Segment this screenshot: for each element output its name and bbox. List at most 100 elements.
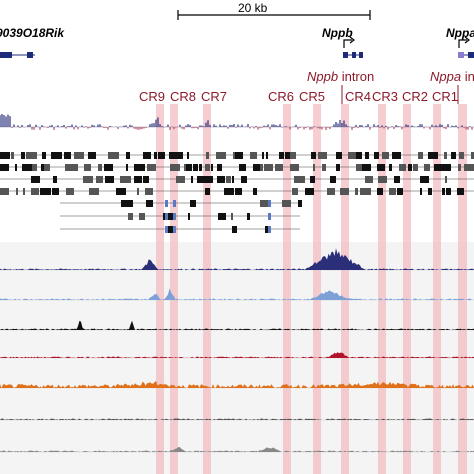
alignment-block (193, 164, 198, 171)
alignment-block (134, 176, 142, 183)
alignment-block (165, 226, 168, 233)
gene-label-9039o18rik: 9039O18Rik (0, 26, 65, 40)
alignment-block (186, 164, 192, 171)
signal-area (0, 248, 474, 270)
alignment-block (41, 164, 44, 171)
alignment-block (158, 152, 165, 159)
alignment-block (458, 164, 461, 171)
alignment-block (362, 164, 371, 171)
alignment-block (75, 164, 78, 171)
alignment-block (40, 188, 51, 195)
alignment-block (177, 152, 183, 159)
highlight-column (170, 104, 178, 474)
alignment-block (377, 164, 385, 171)
alignment-block (266, 152, 268, 159)
alignment-block (282, 200, 291, 207)
alignment-block (232, 226, 237, 233)
alignment-block (64, 152, 71, 159)
alignment-block (374, 152, 379, 159)
alignment-block (424, 164, 430, 171)
alignment-block (199, 164, 202, 171)
alignment-block (360, 188, 371, 195)
alignment-block (165, 200, 168, 207)
signal-track (0, 248, 474, 271)
alignment-block (88, 152, 96, 159)
alignment-block (413, 164, 418, 171)
alignment-block (31, 176, 40, 183)
alignment-block (232, 176, 234, 183)
alignment-block (268, 200, 271, 207)
alignment-row (0, 188, 474, 195)
alignment-block (260, 164, 263, 171)
alignment-block (294, 176, 305, 183)
alignment-block (154, 152, 157, 159)
alignment-block (15, 164, 17, 171)
alignment-block (126, 152, 130, 159)
alignment-block (0, 164, 9, 171)
alignment-block (66, 188, 74, 195)
highlight-column (203, 104, 211, 474)
nppb-intron-suffix: intron (342, 69, 375, 84)
alignment-block (116, 188, 126, 195)
alignment-block (397, 188, 403, 195)
alignment-block (126, 164, 128, 171)
alignment-block (310, 176, 315, 183)
alignment-block (120, 176, 131, 183)
alignment-block (318, 152, 327, 159)
alignment-block (444, 164, 451, 171)
alignment-block (365, 152, 369, 159)
signal-track (0, 418, 474, 421)
alignment-block (16, 188, 18, 195)
alignment-block (330, 176, 336, 183)
alignment-block (211, 164, 213, 171)
alignment-block (262, 152, 264, 159)
region-label-cr5: CR5 (299, 89, 325, 104)
nppa-intron-label: Nppa in (430, 69, 474, 84)
alignment-block (53, 176, 57, 183)
alignment-block (147, 164, 156, 171)
alignment-block (224, 188, 234, 195)
alignment-block (428, 188, 432, 195)
alignment-block (340, 188, 349, 195)
scale-bar: 20 kb (177, 1, 371, 20)
alignment-block (187, 152, 189, 159)
alignment-block (444, 152, 447, 159)
alignment-row (60, 213, 300, 220)
alignment-block (408, 164, 412, 171)
signal-track (0, 320, 474, 331)
alignment-block (134, 164, 145, 171)
alignment-row (0, 152, 474, 159)
alignment-block (434, 164, 444, 171)
alignment-block (145, 188, 153, 195)
signal-track (0, 380, 474, 389)
alignment-block (52, 188, 59, 195)
alignment-row (0, 176, 474, 183)
alignment-tracks (0, 152, 474, 233)
alignment-block (108, 152, 119, 159)
alignment-block (173, 200, 176, 207)
alignment-block (217, 164, 222, 171)
signal-area (0, 418, 474, 420)
alignment-block (247, 213, 250, 220)
signal-track (0, 352, 474, 359)
alignment-block (188, 213, 190, 220)
alignment-block (197, 176, 204, 183)
gene-label-nppb: Nppb (322, 26, 353, 40)
gene-model-nppa (458, 36, 474, 58)
alignment-block (253, 164, 260, 171)
alignment-block (42, 152, 46, 159)
alignment-block (356, 152, 362, 159)
highlight-column (313, 104, 321, 474)
signal-area (0, 380, 474, 388)
alignment-block (365, 176, 373, 183)
alignment-block (265, 226, 270, 233)
region-label-cr6: CR6 (268, 89, 294, 104)
alignment-block (191, 176, 193, 183)
alignment-block (311, 152, 316, 159)
signal-area (0, 447, 474, 452)
alignment-block (250, 152, 257, 159)
alignment-block (336, 152, 342, 159)
alignment-block (382, 152, 389, 159)
alignment-block (173, 213, 176, 220)
